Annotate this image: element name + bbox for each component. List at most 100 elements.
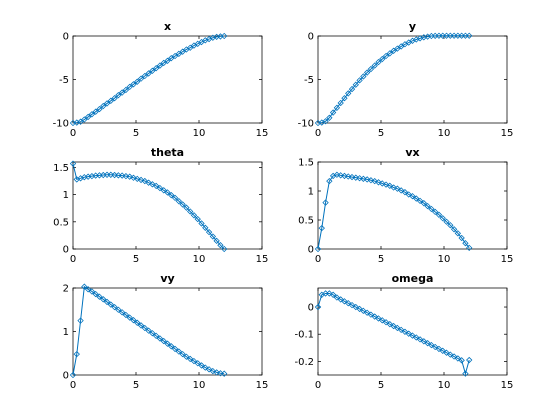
subplot-title: theta	[151, 146, 184, 159]
data-point-marker	[160, 187, 167, 194]
data-point-marker	[379, 55, 386, 63]
x-tick-label: 0	[315, 254, 321, 265]
data-point-marker	[115, 172, 122, 179]
data-point-marker	[326, 114, 333, 121]
data-point-marker	[217, 242, 224, 249]
data-point-marker	[333, 104, 341, 111]
y-tick-label: 0	[63, 245, 69, 256]
y-tick-label: 0	[308, 303, 314, 314]
y-tick-label: -5	[304, 75, 314, 86]
data-point-marker	[329, 291, 337, 298]
data-point-marker	[356, 77, 363, 84]
data-point-marker	[160, 337, 167, 345]
data-point-marker	[390, 184, 397, 191]
x-tick-label: 5	[378, 380, 384, 391]
data-point-marker	[345, 300, 352, 307]
data-point-marker	[164, 340, 171, 347]
data-point-marker	[221, 32, 228, 40]
data-point-marker	[375, 315, 382, 322]
data-point-marker	[360, 175, 367, 182]
data-point-marker	[171, 194, 179, 202]
data-point-marker	[416, 336, 424, 343]
data-point-marker	[363, 176, 371, 183]
data-point-marker	[375, 58, 382, 66]
data-point-marker	[137, 322, 145, 329]
data-point-marker	[168, 55, 175, 62]
y-tick-label: 1.5	[298, 158, 314, 169]
y-tick-label: -10	[53, 119, 69, 130]
data-point-marker	[466, 32, 473, 39]
data-point-marker	[356, 175, 363, 182]
data-point-marker	[443, 349, 450, 356]
x-tick-label: 5	[133, 128, 139, 139]
y-tick-label: 1	[63, 327, 69, 338]
data-point-marker	[420, 338, 428, 345]
data-point-marker	[187, 44, 194, 51]
data-point-marker	[443, 218, 450, 225]
data-point-marker	[458, 234, 465, 242]
x-tick-label: 15	[501, 128, 514, 139]
data-point-marker	[183, 204, 190, 211]
subplot-theta: theta 0 5 10 15 0 0.5 1 1.5	[53, 146, 268, 265]
data-point-marker	[382, 181, 390, 188]
data-point-marker	[183, 353, 190, 360]
data-point-marker	[122, 311, 130, 319]
x-tick-label: 5	[378, 128, 384, 139]
data-point-marker	[202, 364, 209, 371]
data-point-marker	[149, 181, 156, 188]
x-tick-label: 5	[133, 380, 139, 391]
data-point-marker	[137, 176, 145, 184]
data-point-marker	[352, 174, 359, 181]
data-point-marker	[141, 324, 148, 332]
data-point-marker	[187, 355, 194, 363]
data-point-marker	[371, 313, 378, 320]
data-point-marker	[466, 244, 473, 252]
subplot-title: vx	[405, 146, 419, 159]
data-point-marker	[92, 108, 99, 115]
data-point-marker	[382, 319, 390, 326]
data-point-marker	[401, 188, 409, 196]
data-point-marker	[107, 171, 114, 178]
data-point-marker	[360, 73, 367, 80]
data-point-marker	[145, 327, 152, 334]
data-point-marker	[141, 72, 148, 80]
data-point-marker	[179, 201, 186, 208]
data-point-marker	[168, 192, 175, 199]
data-point-marker	[217, 370, 224, 377]
data-point-marker	[164, 189, 171, 196]
data-point-marker	[401, 328, 409, 335]
data-point-marker	[194, 360, 201, 367]
data-point-marker	[337, 296, 344, 303]
data-point-marker	[314, 303, 322, 311]
data-point-marker	[88, 288, 96, 295]
y-tick-label: 0	[308, 245, 314, 256]
plot-frame	[72, 161, 263, 250]
data-point-marker	[130, 317, 137, 324]
plot-frame	[317, 161, 508, 250]
x-tick-label: 10	[438, 380, 451, 391]
data-point-marker	[152, 182, 160, 190]
x-tick-label: 10	[438, 128, 451, 139]
data-point-marker	[337, 99, 344, 107]
data-point-marker	[115, 91, 122, 99]
data-point-marker	[175, 50, 183, 58]
data-point-marker	[115, 306, 122, 313]
data-point-marker	[198, 362, 205, 369]
data-point-marker	[209, 367, 217, 375]
data-point-marker	[462, 370, 469, 377]
y-tick-label: 2	[63, 284, 69, 295]
data-point-marker	[416, 197, 424, 205]
data-point-marker	[454, 355, 462, 362]
data-point-marker	[352, 81, 359, 88]
data-point-marker	[96, 293, 103, 300]
y-tick-label: 0	[63, 32, 69, 43]
data-point-marker	[435, 345, 443, 353]
data-point-marker	[122, 172, 130, 180]
data-point-marker	[318, 224, 325, 232]
data-point-marker	[73, 350, 80, 358]
data-point-marker	[447, 222, 454, 229]
subplot-vy: vy 0 5 10 15 0 1 2	[63, 272, 269, 391]
x-tick-label: 15	[256, 254, 269, 265]
data-point-marker	[348, 173, 356, 181]
